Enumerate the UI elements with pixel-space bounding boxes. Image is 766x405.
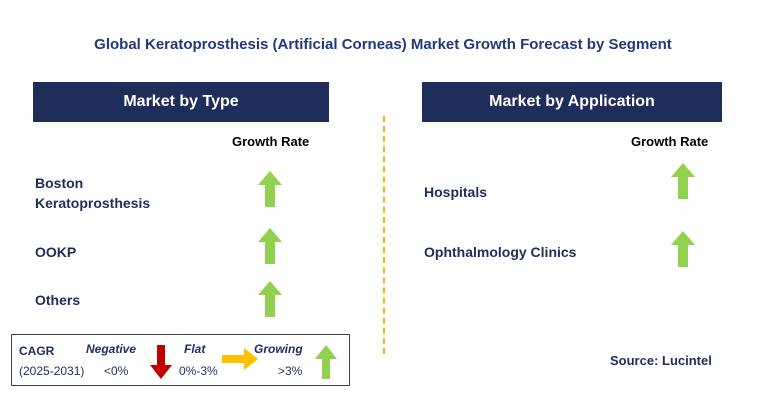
chart-title: Global Keratoprosthesis (Artificial Corn…: [94, 36, 672, 53]
legend-flat-label: Flat: [184, 342, 206, 356]
legend-growing-range: >3%: [278, 364, 303, 378]
source-note: Source: Lucintel: [610, 353, 712, 368]
right-arrow-icon: [222, 348, 258, 370]
application-panel-header-label: Market by Application: [489, 93, 655, 110]
legend-period: (2025-2031): [19, 364, 85, 378]
down-arrow-icon: [150, 345, 172, 379]
type-panel-header-label: Market by Type: [123, 93, 239, 110]
up-arrow-icon: [258, 281, 282, 317]
legend-cagr-label: CAGR: [19, 344, 55, 358]
panel-divider: [383, 116, 385, 354]
up-arrow-icon: [671, 231, 695, 267]
legend-negative-range: <0%: [104, 364, 129, 378]
legend-growing-label: Growing: [254, 342, 303, 356]
up-arrow-icon: [671, 163, 695, 199]
application-row-label-hospitals: Hospitals: [424, 184, 488, 200]
application-panel-header: Market by Application: [422, 82, 722, 122]
legend-flat-range: 0%-3%: [179, 364, 218, 378]
type-panel-header: Market by Type: [33, 82, 329, 122]
up-arrow-icon: [315, 345, 337, 379]
type-row-label-ookp: OOKP: [35, 244, 77, 260]
type-growth-rate-label: Growth Rate: [232, 134, 310, 149]
legend-negative-label: Negative: [86, 342, 137, 356]
type-row-label-others: Others: [35, 292, 81, 308]
application-row-label-ophthalmology-clinics: Ophthalmology Clinics: [424, 244, 577, 260]
up-arrow-icon: [258, 171, 282, 207]
cagr-legend: CAGR (2025-2031) Negative <0% Flat 0%-3%…: [11, 334, 350, 386]
up-arrow-icon: [258, 228, 282, 264]
type-row-label-boston: Boston Keratoprosthesis: [35, 175, 151, 211]
application-growth-rate-label: Growth Rate: [631, 134, 709, 149]
